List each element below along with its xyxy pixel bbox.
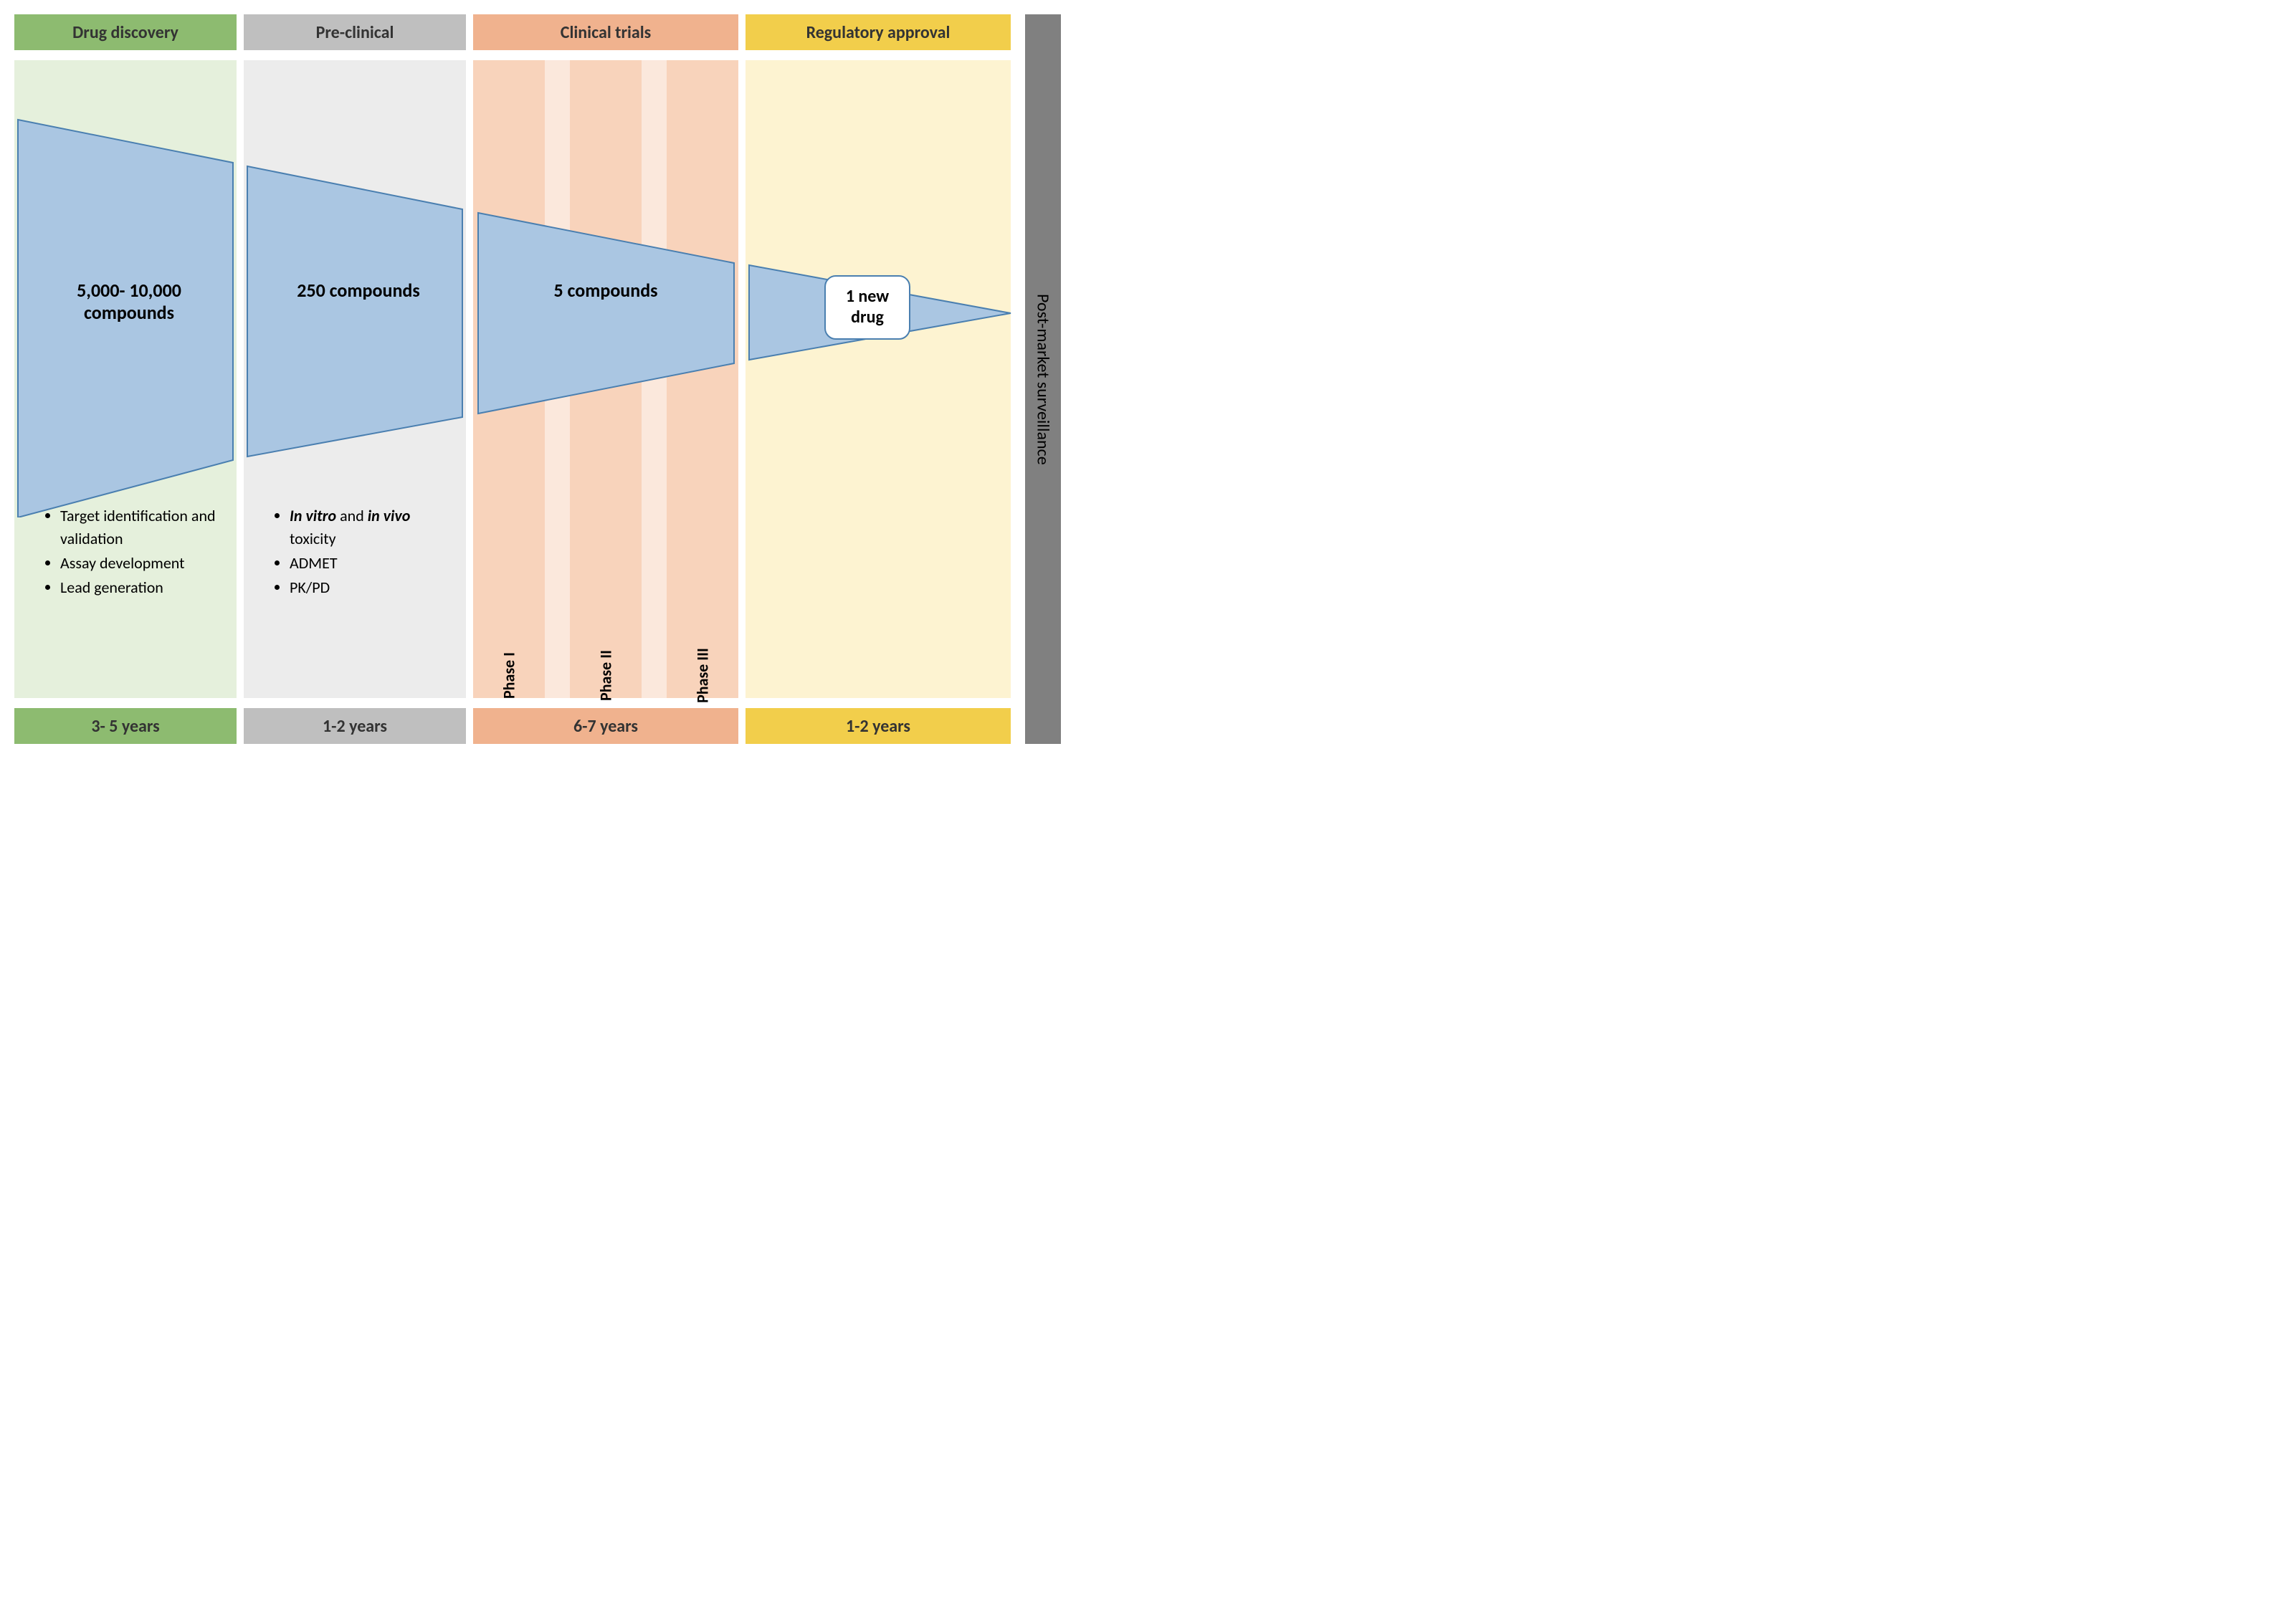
bullet-item: Lead generation [60,576,229,599]
footer-clinical: 6-7 years [473,708,738,744]
footer-regulatory: 1-2 years [746,708,1011,744]
phase-label: Phase I [500,652,519,699]
phase-col-2: Phase II [570,60,642,698]
callout-text: 1 new drug [846,286,889,328]
callout-new-drug: 1 new drug [824,275,910,340]
phase-label: Phase II [596,650,616,701]
bullets-preclinical-list: In vitro and in vivo toxicityADMETPK/PD [261,505,459,599]
bullet-item: Assay development [60,552,229,575]
header-clinical: Clinical trials [473,14,738,50]
bullet-item: PK/PD [290,576,459,599]
bullets-discovery-list: Target identification and validationAssa… [32,505,229,599]
phase-label: Phase III [693,648,713,703]
body-discovery: Target identification and validationAssa… [14,60,237,698]
header-regulatory: Regulatory approval [746,14,1011,50]
body-row: Target identification and validationAssa… [14,60,1018,698]
bullet-item: ADMET [290,552,459,575]
footer-row: 3- 5 years 1-2 years 6-7 years 1-2 years [14,708,1018,744]
body-preclinical: In vitro and in vivo toxicityADMETPK/PD [244,60,466,698]
sidebar-label: Post-market surveillance [1033,294,1054,465]
body-clinical: Phase I Phase II Phase III [473,60,738,698]
header-discovery: Drug discovery [14,14,237,50]
footer-discovery: 3- 5 years [14,708,237,744]
funnel-label-seg2: 250 compounds [294,280,423,302]
footer-preclinical: 1-2 years [244,708,466,744]
header-row: Drug discovery Pre-clinical Clinical tri… [14,14,1018,50]
phase-col-3: Phase III [667,60,738,698]
funnel-label-seg3: 5 compounds [534,280,677,302]
sidebar-postmarket: Post-market surveillance [1025,14,1061,744]
header-preclinical: Pre-clinical [244,14,466,50]
bullet-item: In vitro and in vivo toxicity [290,505,459,550]
bullet-item: Target identification and validation [60,505,229,550]
funnel-label-seg1: 5,000- 10,000 compounds [43,280,215,324]
bullets-preclinical: In vitro and in vivo toxicityADMETPK/PD [261,505,459,601]
body-regulatory [746,60,1011,698]
phase-col-1: Phase I [473,60,545,698]
bullets-discovery: Target identification and validationAssa… [32,505,229,601]
pipeline-diagram: Drug discovery Pre-clinical Clinical tri… [14,14,1061,760]
